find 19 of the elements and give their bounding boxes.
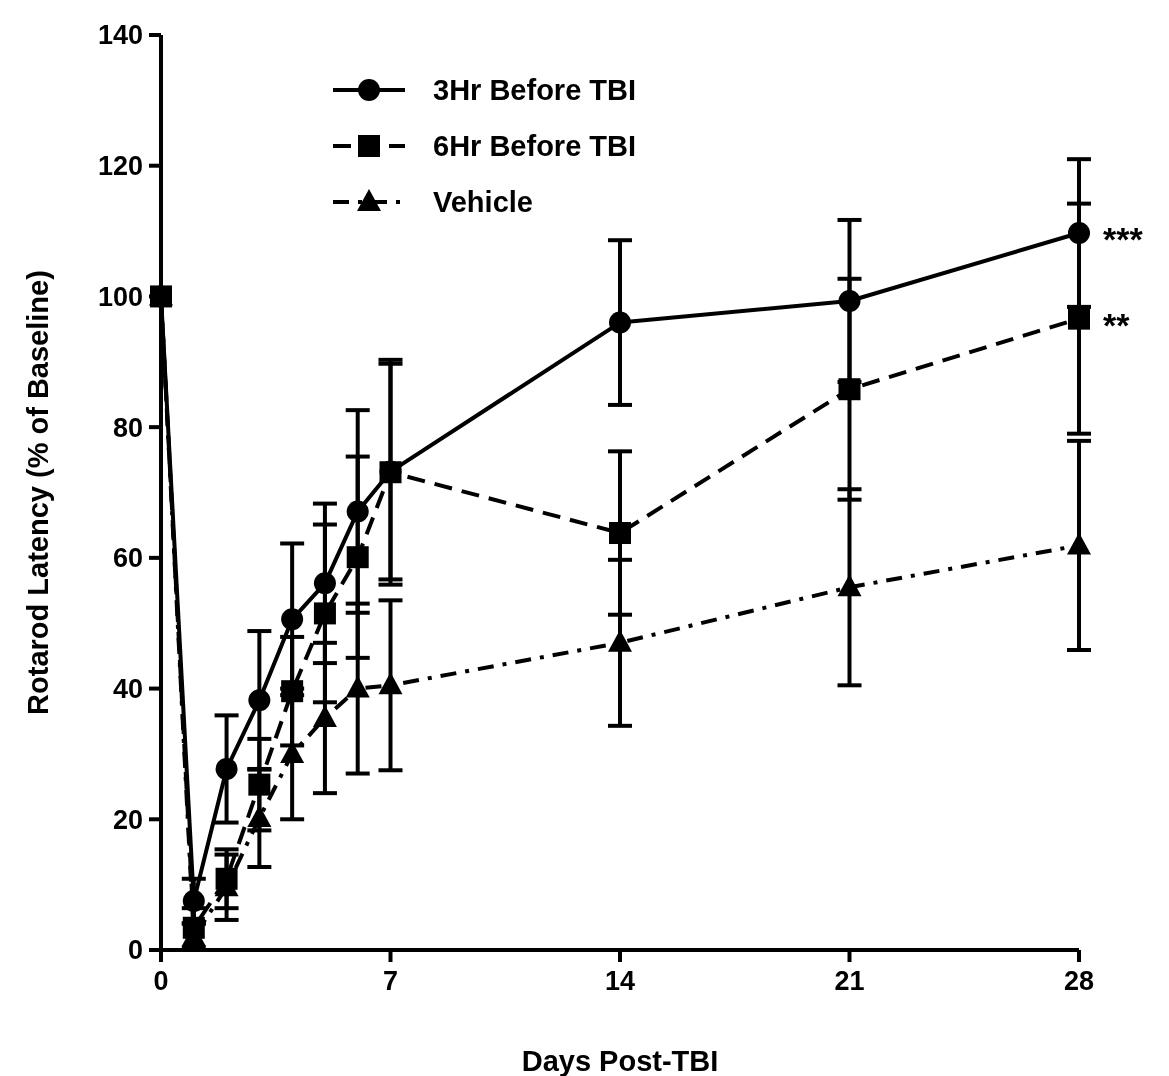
x-tick-label: 21 xyxy=(834,966,865,996)
y-tick-label: 60 xyxy=(112,543,143,574)
y-tick-label: 20 xyxy=(112,804,143,835)
y-tick-label: 0 xyxy=(127,935,143,966)
y-tick-label: 80 xyxy=(112,412,143,443)
legend-label: Vehicle xyxy=(433,186,533,219)
x-tick-label: 14 xyxy=(604,966,636,996)
annotation: *** xyxy=(1103,220,1144,259)
x-tick-label: 7 xyxy=(382,966,399,996)
legend-label: 6Hr Before TBI xyxy=(433,130,637,163)
annotation: ** xyxy=(1103,305,1131,344)
y-tick-label: 120 xyxy=(97,151,143,182)
x-tick-label: 28 xyxy=(1063,966,1095,996)
y-tick-label: 100 xyxy=(97,281,143,312)
x-tick-label: 0 xyxy=(153,966,169,996)
y-tick-label: 40 xyxy=(112,674,143,705)
legend-label: 3Hr Before TBI xyxy=(433,74,637,107)
y-axis-title: Rotarod Latency (% of Baseline) xyxy=(22,270,54,715)
y-tick-label: 140 xyxy=(97,20,143,51)
